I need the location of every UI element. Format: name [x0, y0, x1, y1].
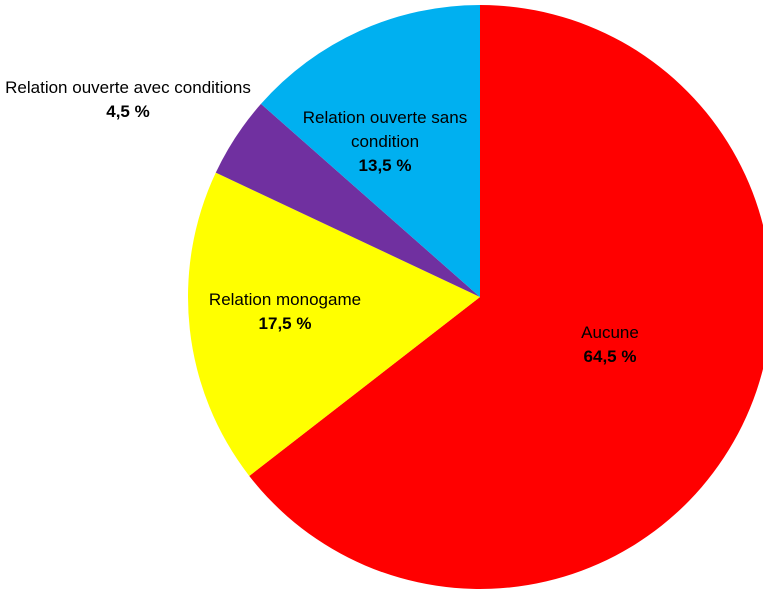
- category-label: Relation monogame: [208, 290, 362, 309]
- slice-label: Relation ouverte avec conditions 4,5 %: [0, 76, 258, 124]
- pie-slice: [215, 103, 480, 297]
- pie-slice: [187, 172, 480, 476]
- slice-label: Aucune 64,5 %: [550, 321, 670, 369]
- category-label: Relation ouverte sans condition: [302, 108, 468, 151]
- pie-slice: [260, 5, 480, 297]
- value-label: 13,5 %: [358, 156, 412, 175]
- value-label: 17,5 %: [258, 314, 312, 333]
- category-label: Aucune: [581, 323, 639, 342]
- value-label: 64,5 %: [583, 347, 637, 366]
- category-label: Relation ouverte avec conditions: [5, 78, 251, 97]
- slice-label: Relation ouverte sans condition 13,5 %: [290, 106, 480, 178]
- value-label: 4,5 %: [106, 102, 150, 121]
- slice-label: Relation monogame 17,5 %: [185, 288, 385, 336]
- pie-slice: [249, 5, 763, 589]
